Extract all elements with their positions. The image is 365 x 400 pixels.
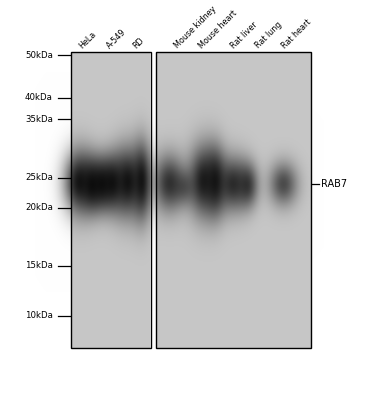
Text: 25kDa: 25kDa [25, 174, 53, 182]
Text: Mouse kidney: Mouse kidney [173, 4, 218, 50]
Text: 35kDa: 35kDa [25, 115, 53, 124]
Bar [156, 52, 311, 348]
Text: 40kDa: 40kDa [25, 94, 53, 102]
Text: Rat heart: Rat heart [280, 17, 313, 50]
Text: RAB7: RAB7 [321, 179, 347, 189]
Text: Rat lung: Rat lung [254, 20, 284, 50]
Bar [71, 52, 151, 348]
Text: 10kDa: 10kDa [25, 312, 53, 320]
Text: Rat liver: Rat liver [229, 20, 259, 50]
Text: 50kDa: 50kDa [25, 51, 53, 60]
Text: A-549: A-549 [105, 27, 128, 50]
Text: 20kDa: 20kDa [25, 204, 53, 212]
Text: RD: RD [132, 36, 146, 50]
Text: HeLa: HeLa [77, 29, 97, 50]
Text: Mouse heart: Mouse heart [197, 8, 239, 50]
Text: 15kDa: 15kDa [25, 262, 53, 270]
